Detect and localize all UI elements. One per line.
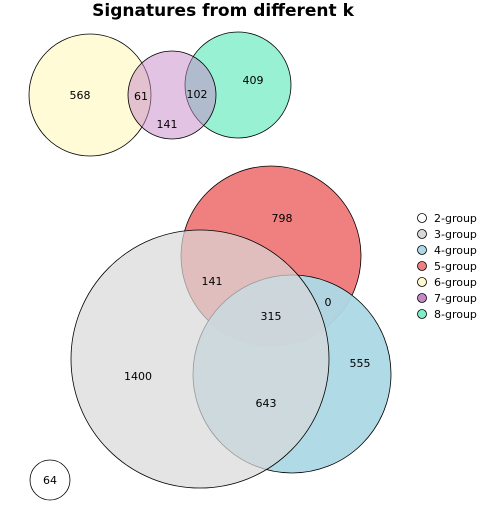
legend-swatch-4-group	[417, 245, 427, 255]
set-circle-7-group	[127, 50, 217, 140]
figure-title: Signatures from different k	[92, 1, 354, 21]
legend-label: 4-group	[434, 244, 477, 257]
region-count-5-4: 0	[325, 296, 332, 309]
legend-label: 8-group	[434, 308, 477, 321]
region-count-5-3: 141	[202, 275, 223, 288]
legend: 2-group 3-group 4-group 5-group 6-group …	[417, 212, 477, 321]
legend-item: 8-group	[417, 308, 477, 321]
legend-item: 5-group	[417, 260, 477, 273]
region-count-3-only: 1400	[124, 370, 152, 383]
legend-item: 7-group	[417, 292, 477, 305]
region-count-3-4: 643	[256, 397, 277, 410]
legend-item: 2-group	[417, 212, 477, 225]
legend-swatch-3-group	[417, 229, 427, 239]
set-circle-3-group	[70, 229, 330, 489]
legend-item: 3-group	[417, 228, 477, 241]
set-circle-2-group	[29, 459, 71, 501]
legend-label: 5-group	[434, 260, 477, 273]
legend-swatch-6-group	[417, 277, 427, 287]
legend-label: 6-group	[434, 276, 477, 289]
region-count-6-only: 568	[70, 89, 91, 102]
legend-swatch-7-group	[417, 293, 427, 303]
region-count-5-only: 798	[272, 212, 293, 225]
legend-label: 3-group	[434, 228, 477, 241]
legend-item: 6-group	[417, 276, 477, 289]
legend-item: 4-group	[417, 244, 477, 257]
region-count-7-only: 141	[157, 118, 178, 131]
region-count-2-only: 64	[43, 474, 57, 487]
legend-swatch-5-group	[417, 261, 427, 271]
region-count-4-only: 555	[350, 357, 371, 370]
region-count-8-only: 409	[243, 74, 264, 87]
main-venn: 798 141 0 315 1400 555 643	[70, 165, 392, 489]
legend-label: 7-group	[434, 292, 477, 305]
legend-swatch-2-group	[417, 213, 427, 223]
legend-swatch-8-group	[417, 309, 427, 319]
region-count-6-7: 61	[134, 90, 148, 103]
small-venn: 64	[29, 459, 71, 501]
top-venn: 568 61 102 141 409	[28, 31, 292, 157]
legend-label: 2-group	[434, 212, 477, 225]
region-count-5-3-4: 315	[261, 310, 282, 323]
region-count-7-8: 102	[187, 88, 208, 101]
